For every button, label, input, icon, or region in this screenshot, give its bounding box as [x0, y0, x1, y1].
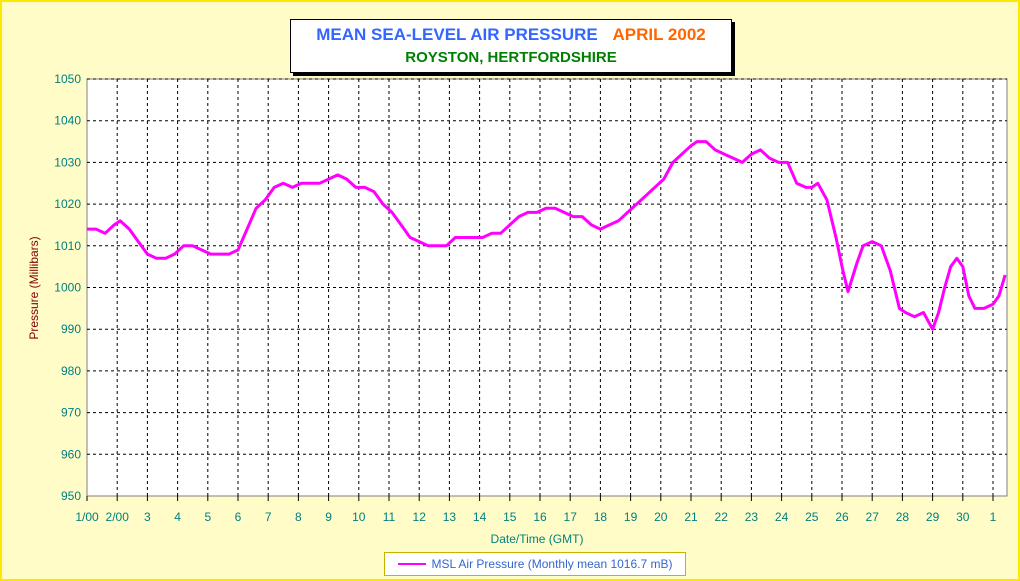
y-tick-labels: 950 960 970 980 990 1000 1010 1020 1030 1040 1050 [54, 72, 81, 503]
x-tick-label: 16 [533, 510, 547, 524]
legend-swatch [397, 563, 426, 565]
y-tick-label: 1000 [54, 281, 81, 295]
x-axis-title: Date/Time (GMT) [491, 532, 584, 546]
y-tick-label: 980 [61, 364, 81, 378]
x-tick-label: 29 [926, 510, 940, 524]
x-tick-label: 13 [443, 510, 457, 524]
y-tick-label: 950 [61, 489, 81, 503]
y-tick-label: 1030 [54, 155, 81, 169]
chart-subtitle: ROYSTON, HERTFORDSHIRE [405, 49, 617, 66]
y-tick-label: 1040 [54, 114, 81, 128]
x-tick-label: 22 [715, 510, 729, 524]
chart-title-month: APRIL 2002 [612, 25, 706, 44]
y-tick-label: 970 [61, 406, 81, 420]
x-tick-label: 25 [805, 510, 819, 524]
x-tick-label: 3 [144, 510, 151, 524]
y-tick-label: 1050 [54, 72, 81, 86]
x-tick-label: 1/00 [75, 510, 99, 524]
legend: MSL Air Pressure (Monthly mean 1016.7 mB… [384, 552, 686, 576]
x-tick-label: 10 [352, 510, 366, 524]
x-tick-label: 8 [295, 510, 302, 524]
x-tick-label: 15 [503, 510, 517, 524]
x-tick-label: 26 [835, 510, 849, 524]
x-tick-label: 7 [265, 510, 272, 524]
x-tick-label: 18 [594, 510, 608, 524]
x-tick-label: 5 [204, 510, 211, 524]
x-tick-label: 28 [896, 510, 910, 524]
x-tick-label: 9 [325, 510, 332, 524]
x-tick-label: 2/00 [106, 510, 130, 524]
x-tick-label: 14 [473, 510, 487, 524]
x-tick-label: 19 [624, 510, 638, 524]
y-tick-label: 1010 [54, 239, 81, 253]
x-tick-label: 4 [174, 510, 181, 524]
x-tick-label: 24 [775, 510, 789, 524]
x-tick-label: 12 [413, 510, 427, 524]
title-box: MEAN SEA-LEVEL AIR PRESSURE APRIL 2002 R… [290, 19, 732, 73]
x-tick-label: 1 [990, 510, 997, 524]
x-tick-label: 17 [564, 510, 578, 524]
y-tick-label: 1020 [54, 197, 81, 211]
legend-label: MSL Air Pressure (Monthly mean 1016.7 mB… [431, 557, 673, 571]
series-line [87, 140, 1007, 331]
title-line: MEAN SEA-LEVEL AIR PRESSURE APRIL 2002 [291, 25, 731, 45]
x-tick-label: 11 [383, 510, 396, 524]
x-tick-label: 20 [654, 510, 668, 524]
grid-lines [86, 78, 1007, 501]
x-tick-label: 30 [956, 510, 970, 524]
x-tick-label: 21 [684, 510, 698, 524]
y-tick-label: 990 [61, 322, 81, 336]
chart-title: MEAN SEA-LEVEL AIR PRESSURE [316, 25, 598, 44]
x-tick-label: 27 [866, 510, 880, 524]
x-tick-label: 23 [745, 510, 759, 524]
x-tick-labels: 1/00 2/00 3 4 5 6 7 8 9 10 11 12 13 14 15 16 17 18 19 20 21 2… [75, 510, 996, 524]
y-tick-label: 960 [61, 447, 81, 461]
y-axis-title: Pressure (Millibars) [27, 236, 41, 339]
x-tick-label: 6 [235, 510, 242, 524]
